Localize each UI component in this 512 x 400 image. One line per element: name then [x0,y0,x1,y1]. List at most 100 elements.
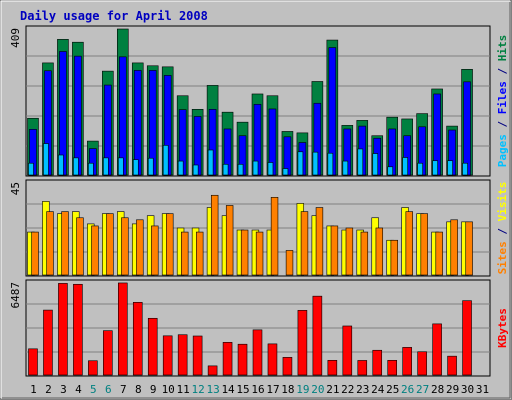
visits-sites-bar-day-16-face [255,231,264,276]
visits-sites-bar-day-11 [181,231,189,276]
x-axis: 1 2 3 4 5 6 7 8 9 10 11 12 13 14 15 16 17 18 19 20 21 22 23 24 2… [30,383,489,396]
hits-pages-bar-day-19 [297,151,304,176]
visits-sites-bar-day-24 [375,227,384,276]
x-tick-day-16: 16 [251,383,264,396]
visits-sites-bar-day-12-face [196,231,204,276]
kbytes-kbytes-bar-day-23-face [357,360,368,376]
panel-hits-legend-part-4: Hits [496,35,509,62]
kbytes-kbytes-bar-day-10 [162,335,173,376]
visits-sites-bar-day-19 [300,211,309,276]
hits-pages-bar-day-9 [147,157,154,176]
kbytes-kbytes-bar-day-11 [177,334,188,376]
visits-sites-bar-day-20 [315,207,324,276]
hits-pages-bar-day-2 [43,143,49,176]
kbytes-kbytes-bar-day-19 [297,310,308,376]
panel-visits-scale-label: 45 [9,182,22,195]
hits-pages-bar-day-24 [372,153,379,176]
hits-pages-bar-day-26-face [402,157,408,176]
visits-sites-bar-day-13-face [210,194,219,276]
hits-pages-bar-day-6 [103,157,109,176]
x-tick-day-5: 5 [90,383,97,396]
x-tick-day-25: 25 [386,383,399,396]
kbytes-kbytes-bar-day-8-face [132,302,143,376]
visits-sites-bar-day-14 [225,205,234,276]
x-tick-day-23: 23 [356,383,369,396]
kbytes-kbytes-bar-day-18-face [282,357,293,376]
visits-sites-bar-day-23-face [360,231,369,276]
kbytes-kbytes-bar-day-5-face [88,360,98,376]
kbytes-kbytes-bar-day-4-face [73,283,83,376]
kbytes-kbytes-bar-day-16-face [252,329,263,376]
visits-sites-bar-day-15-face [240,229,249,276]
hits-pages-bar-day-9-face [147,157,154,176]
panel-visits: 45 Sites / Visits [9,179,509,277]
hits-pages-bar-day-27-face [417,162,423,176]
hits-pages-bar-day-18-face [282,168,289,176]
visits-sites-bar-day-26-face [405,211,413,276]
hits-pages-bar-day-10 [162,145,169,176]
visits-sites-bar-day-25-face [390,239,398,276]
x-tick-day-3: 3 [60,383,67,396]
kbytes-kbytes-bar-day-12 [192,335,203,376]
visits-sites-bar-day-25 [390,239,398,276]
visits-sites-bar-day-20-face [315,207,324,276]
visits-sites-bar-day-10 [166,213,174,276]
hits-pages-bar-day-14-face [222,163,229,176]
hits-pages-bar-day-14 [222,163,229,176]
x-tick-day-18: 18 [281,383,294,396]
visits-sites-bar-day-17-face [270,197,279,276]
x-tick-day-10: 10 [162,383,175,396]
panel-hits-scale-label: 409 [9,28,22,48]
hits-pages-bar-day-4 [73,157,79,176]
panel-hits-legend-part-1: / [496,114,509,134]
visits-sites-bar-day-27-face [420,213,428,276]
visits-sites-bar-day-18 [285,250,294,276]
kbytes-kbytes-bar-day-1 [28,348,38,376]
kbytes-kbytes-bar-day-25 [387,360,397,376]
x-tick-day-31: 31 [476,383,489,396]
kbytes-kbytes-bar-day-2 [43,309,53,376]
x-tick-day-2: 2 [45,383,52,396]
hits-pages-bar-day-7 [118,157,124,176]
visits-sites-bar-day-24-face [375,227,384,276]
hits-pages-bar-day-1 [28,162,34,176]
x-tick-day-24: 24 [371,383,385,396]
visits-sites-bar-day-28 [435,231,443,276]
visits-sites-bar-day-6 [106,213,114,276]
visits-sites-bar-day-12 [196,231,204,276]
visits-sites-bar-day-1-face [31,231,39,276]
visits-sites-bar-day-8 [136,219,144,276]
panel-hits-legend-part-3: / [496,61,509,81]
hits-pages-bar-day-25-face [387,166,394,176]
visits-sites-bar-day-15 [240,229,249,276]
visits-sites-bar-day-4 [76,217,84,276]
visits-sites-bar-day-2 [46,211,54,276]
hits-files-bar-day-8 [133,70,142,176]
x-tick-day-12: 12 [192,383,205,396]
panel-kbytes-scale-label: 6487 [9,282,22,309]
hits-pages-bar-day-1-face [28,162,34,176]
chart-panels: 409 Pages / Files / Hits 45 Sites / Visits 6… [9,25,509,377]
hits-pages-bar-day-7-face [118,157,124,176]
visits-sites-bar-day-10-face [166,213,174,276]
visits-sites-bar-day-5-face [91,225,99,276]
hits-pages-bar-day-12 [192,164,199,176]
visits-sites-bar-day-29-face [450,219,458,276]
hits-pages-bar-day-15-face [237,163,244,176]
panel-visits-legend-part-0: Sites [496,241,509,274]
hits-pages-bar-day-11-face [177,160,184,176]
visits-sites-bar-day-30-face [465,221,473,276]
kbytes-kbytes-bar-day-15-face [237,343,248,376]
hits-files-bar-day-4-face [74,55,82,176]
visits-sites-bar-day-30 [465,221,473,276]
visits-sites-bar-day-16 [255,231,264,276]
hits-pages-bar-day-18 [282,168,289,176]
x-tick-day-6: 6 [105,383,112,396]
hits-pages-bar-day-21-face [327,152,334,176]
panel-hits-legend-part-2: Files [496,81,509,114]
kbytes-kbytes-bar-day-29 [447,355,457,376]
hits-pages-bar-day-30-face [462,162,468,176]
kbytes-kbytes-bar-day-28-face [432,323,442,376]
hits-pages-bar-day-23 [357,148,364,176]
chart-title: Daily usage for April 2008 [20,9,208,23]
